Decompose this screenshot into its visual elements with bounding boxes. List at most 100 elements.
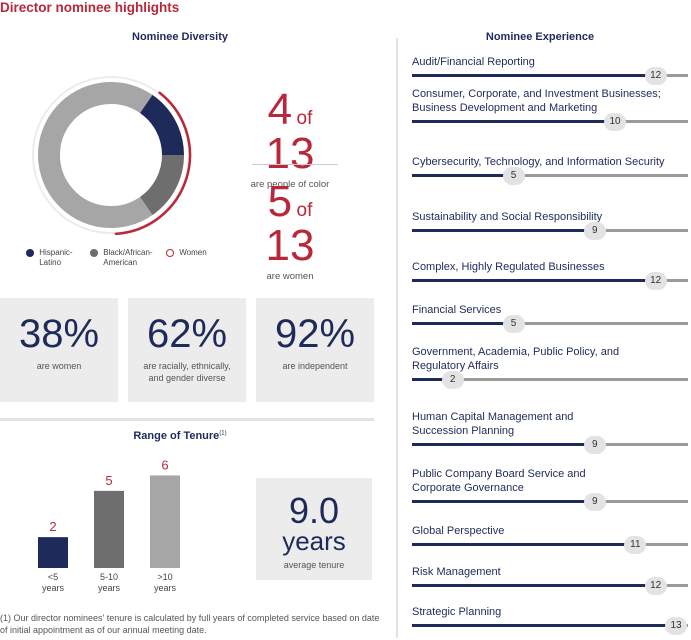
tenure-footnote-mark: (1) bbox=[219, 430, 227, 437]
stat-box-independent-value: 92% bbox=[274, 312, 356, 356]
legend-black-label: Black/African- American bbox=[103, 248, 153, 267]
experience-value: 5 bbox=[502, 166, 525, 185]
tenure-category-label: >10 bbox=[157, 572, 172, 582]
stat-box-independent: 92% are independent bbox=[256, 298, 374, 402]
experience-label: Audit/Financial Reporting bbox=[412, 56, 535, 68]
experience-label: Human Capital Management and Succession … bbox=[412, 411, 574, 437]
people-of-color-caption: are people of color bbox=[250, 179, 330, 190]
legend-women-swatch bbox=[166, 248, 174, 257]
legend-black: Black/African- American bbox=[90, 248, 153, 268]
people-of-color-stat: 4 of 13 are people of color bbox=[242, 85, 338, 191]
women-count: 5 bbox=[267, 177, 293, 226]
tenure-bar-value: 2 bbox=[49, 519, 56, 534]
diversity-donut-chart bbox=[32, 76, 192, 236]
stat-box-diverse: 62% are racially, ethnically, and gender… bbox=[128, 298, 246, 402]
tenure-bar bbox=[38, 537, 68, 568]
experience-value: 10 bbox=[604, 112, 627, 131]
tenure-bar-value: 5 bbox=[105, 473, 112, 488]
people-of-color-of: of bbox=[296, 108, 313, 129]
experience-fill bbox=[412, 174, 514, 177]
experience-fill bbox=[412, 443, 595, 446]
experience-value: 12 bbox=[644, 271, 667, 290]
legend-hispanic-label: Hispanic- Latino bbox=[39, 248, 73, 267]
experience-label: Strategic Planning bbox=[412, 606, 502, 618]
experience-value: 13 bbox=[665, 616, 687, 635]
experience-list: Audit/Financial Reporting 12 Consumer, Cor… bbox=[412, 0, 690, 640]
diversity-title: Nominee Diversity bbox=[132, 31, 228, 43]
average-tenure-box: 9.0 years average tenure bbox=[256, 478, 372, 580]
experience-fill bbox=[412, 120, 616, 123]
experience-track bbox=[412, 322, 688, 325]
donut-slice-hispanic bbox=[139, 94, 184, 156]
experience-fill bbox=[412, 378, 453, 381]
experience-value: 12 bbox=[644, 66, 667, 85]
legend-black-swatch bbox=[90, 248, 98, 257]
experience-fill bbox=[412, 229, 595, 232]
experience-value: 11 bbox=[624, 535, 647, 554]
stat-box-women-label: are women bbox=[36, 361, 82, 371]
experience-fill bbox=[412, 279, 656, 282]
experience-label: Risk Management bbox=[412, 566, 501, 578]
tenure-title: Range of Tenure(1) bbox=[60, 430, 300, 442]
experience-fill bbox=[412, 74, 656, 77]
tenure-category-label: years bbox=[42, 583, 65, 593]
tenure-title-text: Range of Tenure bbox=[133, 430, 220, 442]
tenure-category-label: 5-10 bbox=[100, 572, 118, 582]
experience-label: Public Company Board Service and Corpora… bbox=[412, 468, 586, 494]
experience-value: 9 bbox=[583, 221, 606, 240]
women-total: 13 bbox=[265, 221, 315, 270]
legend-hispanic: Hispanic- Latino bbox=[26, 248, 73, 268]
experience-label: Cybersecurity, Technology, and Informati… bbox=[412, 156, 665, 168]
section-divider bbox=[0, 418, 374, 421]
average-tenure-label: average tenure bbox=[283, 560, 345, 570]
experience-fill bbox=[412, 584, 656, 587]
experience-value: 2 bbox=[441, 370, 464, 389]
column-divider bbox=[396, 38, 398, 638]
donut-slice-other bbox=[38, 82, 153, 228]
women-stat: 5 of 13 are women bbox=[242, 177, 338, 283]
experience-value: 5 bbox=[502, 314, 525, 333]
women-caption: are women bbox=[266, 271, 314, 282]
tenure-bar bbox=[150, 475, 180, 568]
experience-fill bbox=[412, 543, 636, 546]
women-of: of bbox=[296, 200, 313, 221]
people-of-color-count: 4 bbox=[267, 85, 293, 134]
tenure-category-label: years bbox=[98, 583, 121, 593]
experience-label: Consumer, Corporate, and Investment Busi… bbox=[412, 88, 661, 114]
legend-women: Women bbox=[166, 248, 207, 258]
experience-fill bbox=[412, 500, 595, 503]
experience-label: Global Perspective bbox=[412, 525, 505, 537]
donut-women-arc bbox=[114, 91, 192, 236]
tenure-bar-value: 6 bbox=[161, 460, 168, 472]
experience-track bbox=[412, 378, 688, 381]
average-tenure-unit: years bbox=[282, 526, 346, 556]
experience-value: 12 bbox=[644, 576, 667, 595]
experience-label: Complex, Highly Regulated Businesses bbox=[412, 261, 605, 273]
legend-women-label: Women bbox=[179, 248, 207, 257]
stat-box-diverse-label: are racially, ethnically, and gender div… bbox=[143, 361, 231, 383]
average-tenure-value: 9.0 bbox=[288, 490, 340, 531]
experience-track bbox=[412, 174, 688, 177]
experience-label: Financial Services bbox=[412, 304, 502, 316]
stat-box-independent-label: are independent bbox=[282, 361, 348, 371]
legend-hispanic-swatch bbox=[26, 248, 34, 257]
stat-divider bbox=[252, 164, 338, 165]
experience-fill bbox=[412, 322, 514, 325]
stat-box-diverse-value: 62% bbox=[146, 312, 228, 356]
experience-value: 9 bbox=[583, 435, 606, 454]
tenure-category-label: <5 bbox=[48, 572, 58, 582]
experience-title: Nominee Experience bbox=[485, 31, 595, 43]
experience-label: Government, Academia, Public Policy, and… bbox=[412, 346, 620, 372]
page-title: Director nominee highlights bbox=[0, 0, 180, 15]
experience-fill bbox=[412, 624, 676, 627]
stat-box-women-value: 38% bbox=[18, 312, 100, 356]
stat-box-women: 38% are women bbox=[0, 298, 118, 402]
tenure-bar bbox=[94, 490, 124, 568]
experience-label: Sustainability and Social Responsibility bbox=[412, 211, 603, 223]
donut-slice-black bbox=[139, 154, 184, 216]
tenure-footnote: (1) Our director nominees' tenure is cal… bbox=[0, 613, 380, 635]
experience-value: 9 bbox=[583, 492, 606, 511]
people-of-color-total: 13 bbox=[265, 129, 315, 178]
tenure-category-label: years bbox=[154, 583, 177, 593]
